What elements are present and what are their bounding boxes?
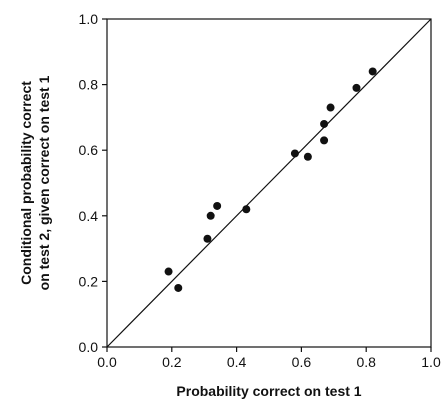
data-point: [174, 283, 183, 292]
y-tick-label: 0.2: [79, 273, 99, 289]
plot-area: 0.0 0.2 0.4 0.6 0.8 1.0 0.0 0.2 0.4 0.6 0.8 1.0: [79, 11, 441, 370]
x-tick-label: 0.4: [227, 354, 247, 370]
x-tick-label: 0.0: [97, 354, 117, 370]
data-point: [352, 83, 361, 92]
data-point: [242, 205, 251, 214]
data-point: [320, 136, 329, 145]
data-point: [303, 152, 312, 161]
plot-frame: [106, 18, 432, 348]
x-tick-label: 1.0: [421, 354, 441, 370]
y-axis-title-line-1: Conditional probability correct: [18, 81, 34, 285]
y-axis: 0.0 0.2 0.4 0.6 0.8 1.0: [79, 11, 107, 355]
data-point: [164, 267, 173, 276]
data-point: [320, 119, 329, 128]
data-point: [290, 149, 299, 158]
data-point: [213, 201, 222, 210]
y-tick-label: 0.0: [79, 339, 99, 355]
data-point: [203, 234, 212, 243]
x-tick-label: 0.6: [292, 354, 312, 370]
y-tick-label: 1.0: [79, 11, 99, 27]
x-axis: 0.0 0.2 0.4 0.6 0.8 1.0: [97, 347, 441, 370]
y-tick-label: 0.8: [79, 77, 99, 93]
data-points: [164, 67, 377, 292]
y-axis-title-line-2: on test 2, given correct on test 1: [36, 75, 52, 290]
y-tick-label: 0.4: [79, 208, 99, 224]
x-axis-title: Probability correct on test 1: [176, 383, 361, 399]
identity-reference-line: [106, 18, 432, 348]
y-tick-label: 0.6: [79, 142, 99, 158]
x-tick-label: 0.8: [356, 354, 376, 370]
data-point: [368, 67, 377, 76]
data-point: [326, 103, 335, 112]
data-point: [206, 211, 215, 220]
x-tick-label: 0.2: [162, 354, 182, 370]
